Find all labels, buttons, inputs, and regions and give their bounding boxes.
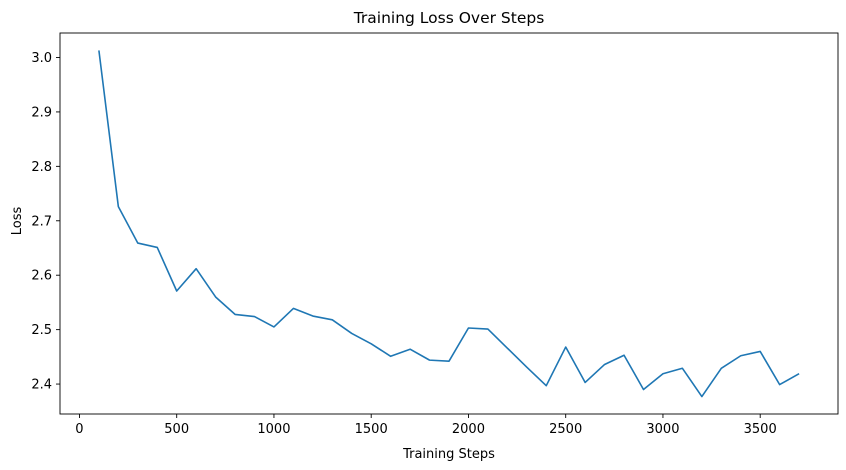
data-point — [526, 366, 528, 368]
data-point — [701, 396, 703, 398]
data-point — [332, 319, 334, 321]
data-point — [759, 351, 761, 353]
data-point — [118, 206, 120, 208]
x-tick-label: 2000 — [452, 422, 485, 437]
data-point — [604, 364, 606, 366]
y-tick-label: 2.9 — [31, 105, 52, 120]
y-tick-label: 3.0 — [31, 51, 52, 66]
data-point — [195, 268, 197, 270]
y-axis-label: Loss — [10, 207, 25, 236]
data-point — [156, 247, 158, 249]
data-point — [254, 316, 256, 318]
data-point — [390, 356, 392, 358]
data-point — [584, 382, 586, 384]
data-point — [293, 308, 295, 310]
x-tick-label: 3000 — [646, 422, 679, 437]
data-point — [487, 328, 489, 330]
data-point — [273, 326, 275, 328]
data-point — [682, 367, 684, 369]
data-point — [779, 384, 781, 386]
data-point — [370, 343, 372, 345]
data-point — [662, 373, 664, 375]
data-point — [545, 385, 547, 387]
data-point — [234, 314, 236, 316]
y-tick-label: 2.4 — [31, 378, 52, 393]
data-point — [176, 290, 178, 292]
y-tick-label: 2.8 — [31, 160, 52, 175]
data-point — [351, 333, 353, 335]
x-axis-label: Training Steps — [402, 447, 495, 462]
data-point — [798, 373, 800, 375]
x-tick-label: 2500 — [549, 422, 582, 437]
plot-frame — [59, 32, 839, 415]
y-tick-label: 2.5 — [31, 323, 52, 338]
x-tick-label: 1000 — [257, 422, 290, 437]
data-point — [215, 296, 217, 298]
data-point — [721, 367, 723, 369]
data-point — [623, 354, 625, 356]
data-point — [429, 359, 431, 361]
x-tick-label: 1500 — [355, 422, 388, 437]
x-tick-label: 500 — [164, 422, 189, 437]
data-point — [740, 355, 742, 357]
series-line-0 — [98, 50, 800, 398]
data-point — [98, 50, 100, 52]
x-tick-label: 3500 — [744, 422, 777, 437]
x-tick-label: 0 — [75, 422, 83, 437]
data-point — [312, 315, 314, 317]
data-point — [448, 360, 450, 362]
plot-area: 0 500 1000 1500 2000 2500 3000 3500 2.4 2.5 2.6 2.7… — [31, 32, 839, 437]
data-point — [137, 242, 139, 244]
data-point — [409, 348, 411, 350]
y-tick-label: 2.7 — [31, 214, 52, 229]
chart-title: Training Loss Over Steps — [353, 9, 545, 27]
data-point — [507, 347, 509, 349]
data-point — [565, 346, 567, 348]
data-point — [468, 327, 470, 329]
y-tick-label: 2.6 — [31, 269, 52, 284]
data-point — [643, 389, 645, 391]
